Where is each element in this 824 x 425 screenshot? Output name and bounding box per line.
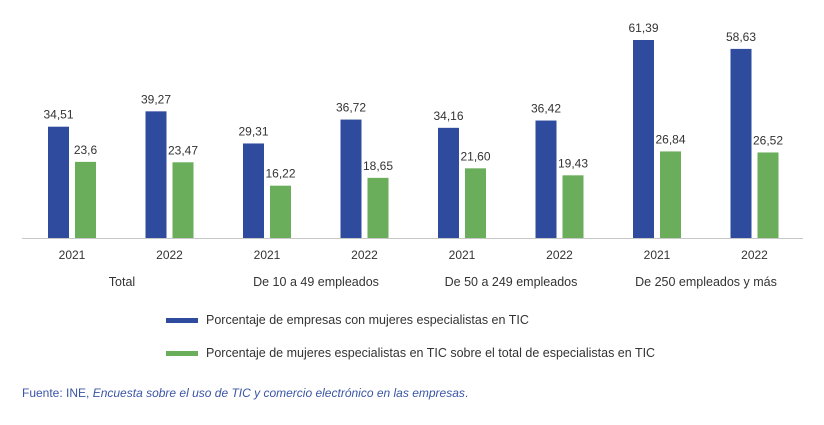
data-label-empresas-5: 36,42 bbox=[531, 102, 561, 116]
data-label-mujeres-5: 19,43 bbox=[558, 156, 588, 170]
data-label-mujeres-0: 23,6 bbox=[74, 143, 98, 157]
legend-label-mujeres: Porcentaje de mujeres especialistas en T… bbox=[206, 346, 656, 360]
data-label-empresas-3: 36,72 bbox=[336, 101, 366, 115]
group-label-3: De 250 empleados y más bbox=[635, 275, 777, 289]
group-label-2: De 50 a 249 empleados bbox=[445, 275, 578, 289]
x-tick-label-2: 2021 bbox=[254, 248, 281, 262]
bar-mujeres-7 bbox=[757, 152, 779, 238]
legend-swatch-green bbox=[166, 350, 198, 356]
data-label-mujeres-6: 26,84 bbox=[655, 132, 685, 146]
legend-swatch-blue bbox=[166, 317, 198, 323]
group-label-1: De 10 a 49 empleados bbox=[253, 275, 379, 289]
data-label-empresas-4: 34,16 bbox=[433, 109, 463, 123]
bar-mujeres-6 bbox=[660, 151, 681, 238]
bar-empresas-0 bbox=[48, 126, 69, 238]
data-label-mujeres-7: 26,52 bbox=[753, 133, 783, 147]
data-label-empresas-7: 58,63 bbox=[726, 30, 756, 44]
data-label-empresas-0: 34,51 bbox=[43, 108, 73, 122]
source-note: Fuente: INE, Encuesta sobre el uso de TI… bbox=[22, 386, 468, 400]
data-label-empresas-6: 61,39 bbox=[628, 21, 658, 35]
bar-empresas-7 bbox=[730, 48, 752, 238]
bar-mujeres-1 bbox=[172, 162, 194, 238]
bar-empresas-5 bbox=[535, 120, 557, 238]
data-label-mujeres-3: 18,65 bbox=[363, 159, 393, 173]
data-label-mujeres-2: 16,22 bbox=[265, 167, 295, 181]
source-title: Encuesta sobre el uso de TIC y comercio … bbox=[92, 386, 465, 400]
x-tick-label-0: 2021 bbox=[59, 248, 86, 262]
bar-empresas-3 bbox=[340, 119, 362, 238]
bar-chart: 34,51 23,6 2021 39,27 23,47 2022 29,31 16,22 202… bbox=[22, 21, 803, 289]
data-label-empresas-1: 39,27 bbox=[141, 92, 171, 106]
legend-item-empresas: Porcentaje de empresas con mujeres espec… bbox=[166, 313, 529, 327]
bar-mujeres-3 bbox=[367, 177, 389, 238]
x-tick-label-1: 2022 bbox=[156, 248, 183, 262]
data-label-mujeres-4: 21,60 bbox=[460, 149, 490, 163]
data-label-mujeres-1: 23,47 bbox=[168, 143, 198, 157]
bar-empresas-1 bbox=[145, 111, 167, 238]
data-label-empresas-2: 29,31 bbox=[238, 124, 268, 138]
x-tick-label-3: 2022 bbox=[351, 248, 378, 262]
group-label-0: Total bbox=[109, 275, 135, 289]
x-tick-label-7: 2022 bbox=[741, 248, 768, 262]
x-tick-label-6: 2021 bbox=[644, 248, 671, 262]
legend-item-mujeres: Porcentaje de mujeres especialistas en T… bbox=[166, 346, 655, 360]
source-prefix: Fuente: INE, bbox=[22, 386, 93, 400]
bar-mujeres-0 bbox=[75, 161, 96, 238]
bar-empresas-2 bbox=[243, 143, 264, 238]
bar-mujeres-5 bbox=[562, 175, 584, 238]
source-suffix: . bbox=[464, 386, 469, 400]
legend-label-empresas: Porcentaje de empresas con mujeres espec… bbox=[206, 313, 529, 327]
x-tick-label-4: 2021 bbox=[449, 248, 476, 262]
bar-empresas-6 bbox=[633, 40, 654, 238]
bar-mujeres-4 bbox=[465, 168, 486, 238]
bar-empresas-4 bbox=[438, 127, 459, 238]
x-tick-label-5: 2022 bbox=[546, 248, 573, 262]
bar-mujeres-2 bbox=[270, 185, 291, 238]
